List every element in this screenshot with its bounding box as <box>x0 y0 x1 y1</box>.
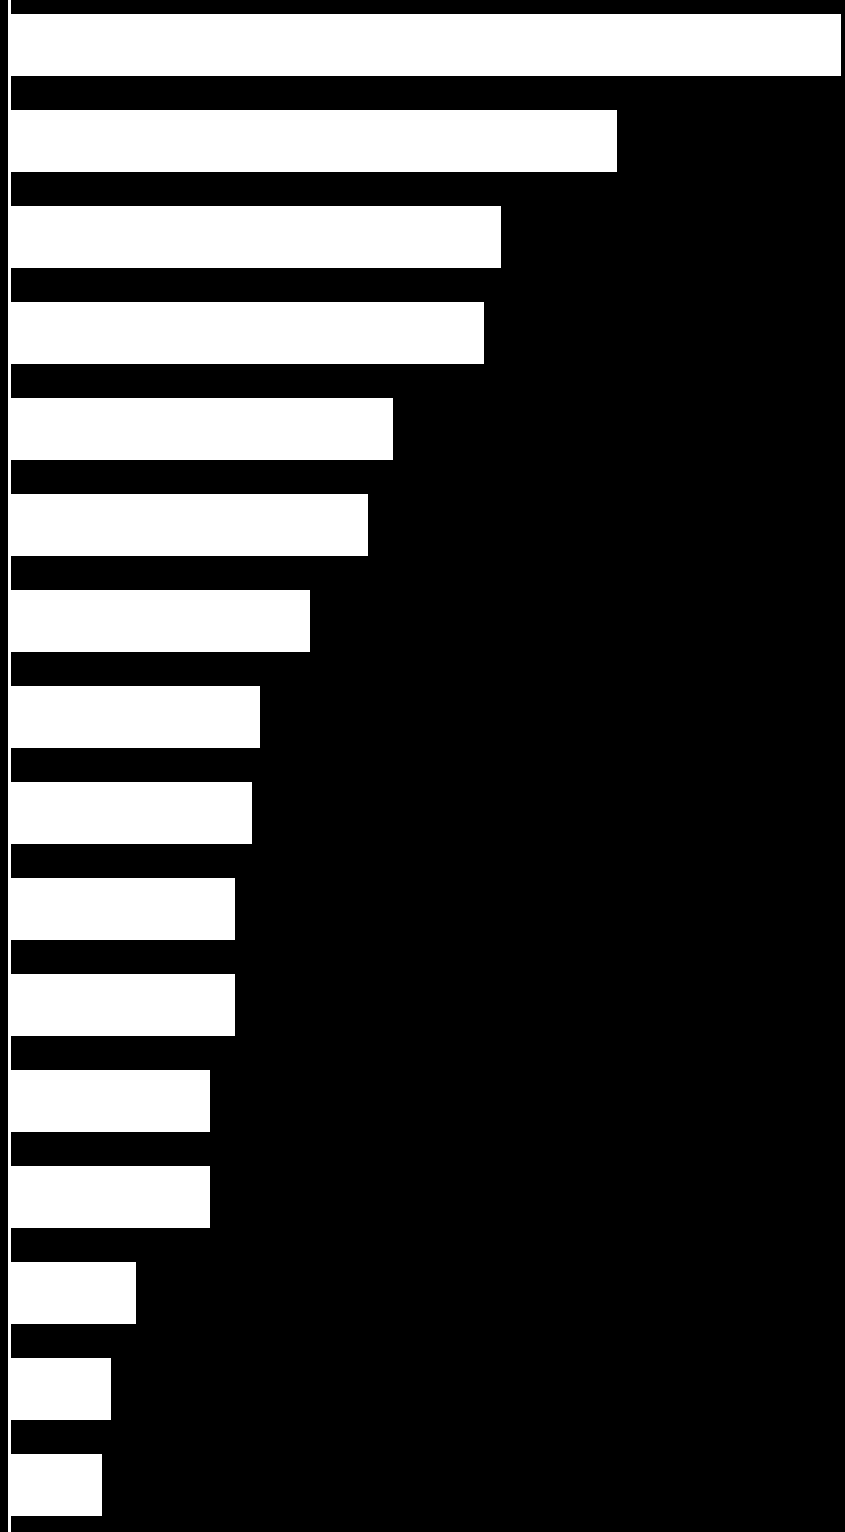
bar <box>11 1262 136 1324</box>
bar <box>11 878 235 940</box>
bar <box>11 14 841 76</box>
bar <box>11 590 310 652</box>
bar <box>11 782 252 844</box>
bar-chart <box>0 0 845 1532</box>
bar <box>11 1166 210 1228</box>
bar <box>11 206 501 268</box>
bar <box>11 302 484 364</box>
bar <box>11 1070 210 1132</box>
bar <box>11 398 393 460</box>
bar <box>11 1358 111 1420</box>
bar <box>11 1454 102 1516</box>
bar <box>11 686 260 748</box>
bar <box>11 494 368 556</box>
bar <box>11 974 235 1036</box>
bar <box>11 110 617 172</box>
